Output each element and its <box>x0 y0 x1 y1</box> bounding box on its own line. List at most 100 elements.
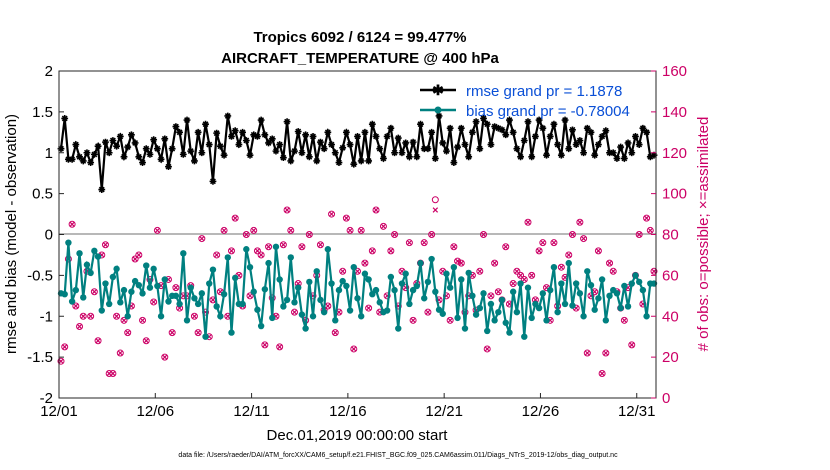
rmse-point <box>391 149 398 157</box>
bias-point <box>439 310 446 317</box>
obs-possible-point <box>535 247 543 255</box>
rmse-point <box>205 141 213 148</box>
rmse-point <box>335 159 343 166</box>
x-axis-label: Dec.01,2019 00:00:00 start <box>267 427 449 444</box>
legend-rmse-label: rmse grand pr = 1.1878 <box>466 83 622 100</box>
rmse-point <box>620 155 628 162</box>
rmse-point <box>624 139 632 147</box>
rmse-point <box>76 153 83 161</box>
rmse-point <box>380 155 387 162</box>
rmse-point <box>532 133 539 140</box>
rmse-point <box>650 151 658 159</box>
obs-possible-point <box>643 214 651 222</box>
rmse-point <box>424 145 432 153</box>
rmse-point <box>494 124 502 132</box>
obs-assimilated-point <box>458 260 464 266</box>
obs-assimilated-point <box>477 268 483 275</box>
rmse-point <box>509 128 517 136</box>
bias-point <box>521 333 528 340</box>
obs-assimilated-point <box>232 215 238 221</box>
obs-possible-point <box>357 226 365 234</box>
rmse-point <box>57 145 65 153</box>
rmse-point <box>561 116 569 124</box>
bias-point <box>250 288 257 295</box>
chart-title-line2: AIRCRAFT_TEMPERATURE @ 400 hPa <box>221 50 499 67</box>
y-tick-label-left: -2 <box>40 390 53 407</box>
obs-assimilated-point <box>213 252 220 258</box>
y-tick-label-left: 0 <box>45 227 53 244</box>
bias-point <box>339 277 346 285</box>
rmse-point <box>224 112 232 120</box>
rmse-point <box>61 115 69 122</box>
bias-point <box>83 261 91 268</box>
bias-point <box>283 296 291 304</box>
rmse-point <box>535 116 543 124</box>
rmse-point <box>305 153 313 161</box>
rmse-point <box>313 157 321 165</box>
bias-point <box>287 254 294 261</box>
bias-point <box>280 303 287 310</box>
rmse-point <box>165 163 172 171</box>
obs-possible-point <box>635 231 643 238</box>
obs-assimilated-point <box>124 329 131 336</box>
bias-point <box>454 314 461 322</box>
bias-point <box>561 300 569 308</box>
obs-assimilated-point <box>488 293 494 299</box>
rmse-point <box>528 153 536 161</box>
bias-point <box>224 254 231 261</box>
rmse-point <box>220 151 228 159</box>
bias-point <box>150 265 157 273</box>
bias-point <box>269 314 276 322</box>
obs-assimilated-point <box>143 338 149 344</box>
obs-assimilated-point <box>210 297 216 303</box>
bias-point <box>543 317 550 324</box>
bias-point <box>532 300 539 308</box>
obs-possible-point <box>76 322 84 330</box>
obs-possible-point <box>609 267 617 275</box>
bias-point <box>624 303 632 310</box>
obs-possible-point <box>153 226 161 234</box>
bias-point <box>176 300 183 308</box>
obs-assimilated-point <box>610 268 616 275</box>
rmse-point <box>179 150 187 158</box>
bias-point <box>458 276 465 283</box>
bias-point <box>161 276 168 283</box>
obs-possible-point <box>231 214 239 222</box>
rmse-point <box>124 143 132 151</box>
bias-point <box>365 276 372 283</box>
obs-assimilated-point <box>551 239 557 246</box>
rmse-point <box>635 141 643 148</box>
bias-point <box>395 325 402 332</box>
bias-point <box>613 290 621 297</box>
rmse-point <box>569 126 576 134</box>
obs-possible-point <box>583 349 591 357</box>
rmse-point <box>609 149 617 157</box>
rmse-point <box>317 138 324 146</box>
rmse-point <box>257 116 265 124</box>
x-tick-label: 12/06 <box>137 403 175 420</box>
bias-point <box>146 284 154 291</box>
rmse-point <box>309 133 317 140</box>
bias-point <box>495 308 502 316</box>
obs-possible-point <box>261 341 269 349</box>
bias-point <box>506 329 513 336</box>
y-tick-label-left: -1.5 <box>27 349 53 366</box>
bias-point <box>72 286 80 294</box>
obs-possible-point <box>368 247 376 255</box>
rmse-point <box>443 147 450 155</box>
bias-point <box>165 298 172 305</box>
rmse-point <box>365 157 373 165</box>
obs-assimilated-point <box>521 276 528 283</box>
x-tick-label: 12/11 <box>233 403 269 420</box>
bias-point <box>257 322 265 330</box>
bias-point <box>231 274 239 282</box>
obs-possible-point <box>372 206 380 214</box>
obs-possible-point <box>606 259 614 267</box>
bias-point <box>306 278 313 286</box>
obs-possible-point <box>598 369 606 377</box>
rmse-point <box>287 157 295 165</box>
obs-assimilated-point <box>525 219 531 225</box>
obs-possible-point <box>168 329 176 337</box>
obs-assimilated-point <box>61 344 68 350</box>
rmse-point <box>572 141 580 148</box>
